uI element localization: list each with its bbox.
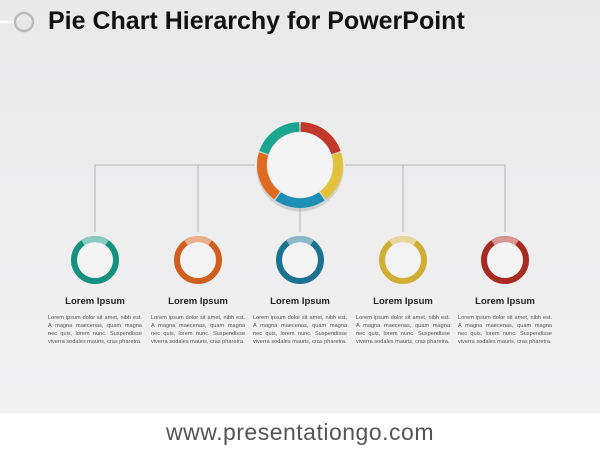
title: Pie Chart Hierarchy for PowerPoint — [48, 7, 465, 35]
footer: www.presentationgo.com — [0, 413, 600, 450]
item-heading: Lorem Ipsum — [65, 296, 125, 307]
ring-highlight — [389, 236, 417, 246]
item-heading: Lorem Ipsum — [373, 296, 433, 307]
ring — [71, 236, 119, 284]
item-heading: Lorem Ipsum — [475, 296, 535, 307]
ring-highlight — [491, 236, 519, 246]
title-icon — [0, 11, 35, 33]
item-heading: Lorem Ipsum — [270, 296, 330, 307]
item-text: Lorem ipsum dolor sit amet, nibh est. A … — [253, 315, 347, 345]
ring — [481, 236, 529, 284]
item-text: Lorem ipsum dolor sit amet, nibh est. A … — [48, 315, 142, 345]
ring-highlight — [184, 236, 212, 246]
donut-segment — [275, 191, 325, 208]
item-text: Lorem ipsum dolor sit amet, nibh est. A … — [458, 315, 552, 345]
ring — [276, 236, 324, 284]
item-text: Lorem ipsum dolor sit amet, nibh est. A … — [356, 315, 450, 345]
donut-segment — [300, 122, 341, 155]
donut-hole — [266, 131, 334, 199]
donut-segment — [319, 152, 343, 200]
ring-highlight — [286, 236, 314, 246]
rings — [71, 122, 529, 284]
item-heading: Lorem Ipsum — [168, 296, 228, 307]
ring — [174, 236, 222, 284]
connectors — [94, 164, 506, 232]
footer-url: www.presentationgo.com — [166, 419, 434, 445]
donut-segment — [259, 122, 300, 155]
ring — [379, 236, 427, 284]
item-text: Lorem ipsum dolor sit amet, nibh est. A … — [151, 315, 245, 345]
donut-segment — [257, 152, 281, 200]
ring-highlight — [81, 236, 109, 246]
